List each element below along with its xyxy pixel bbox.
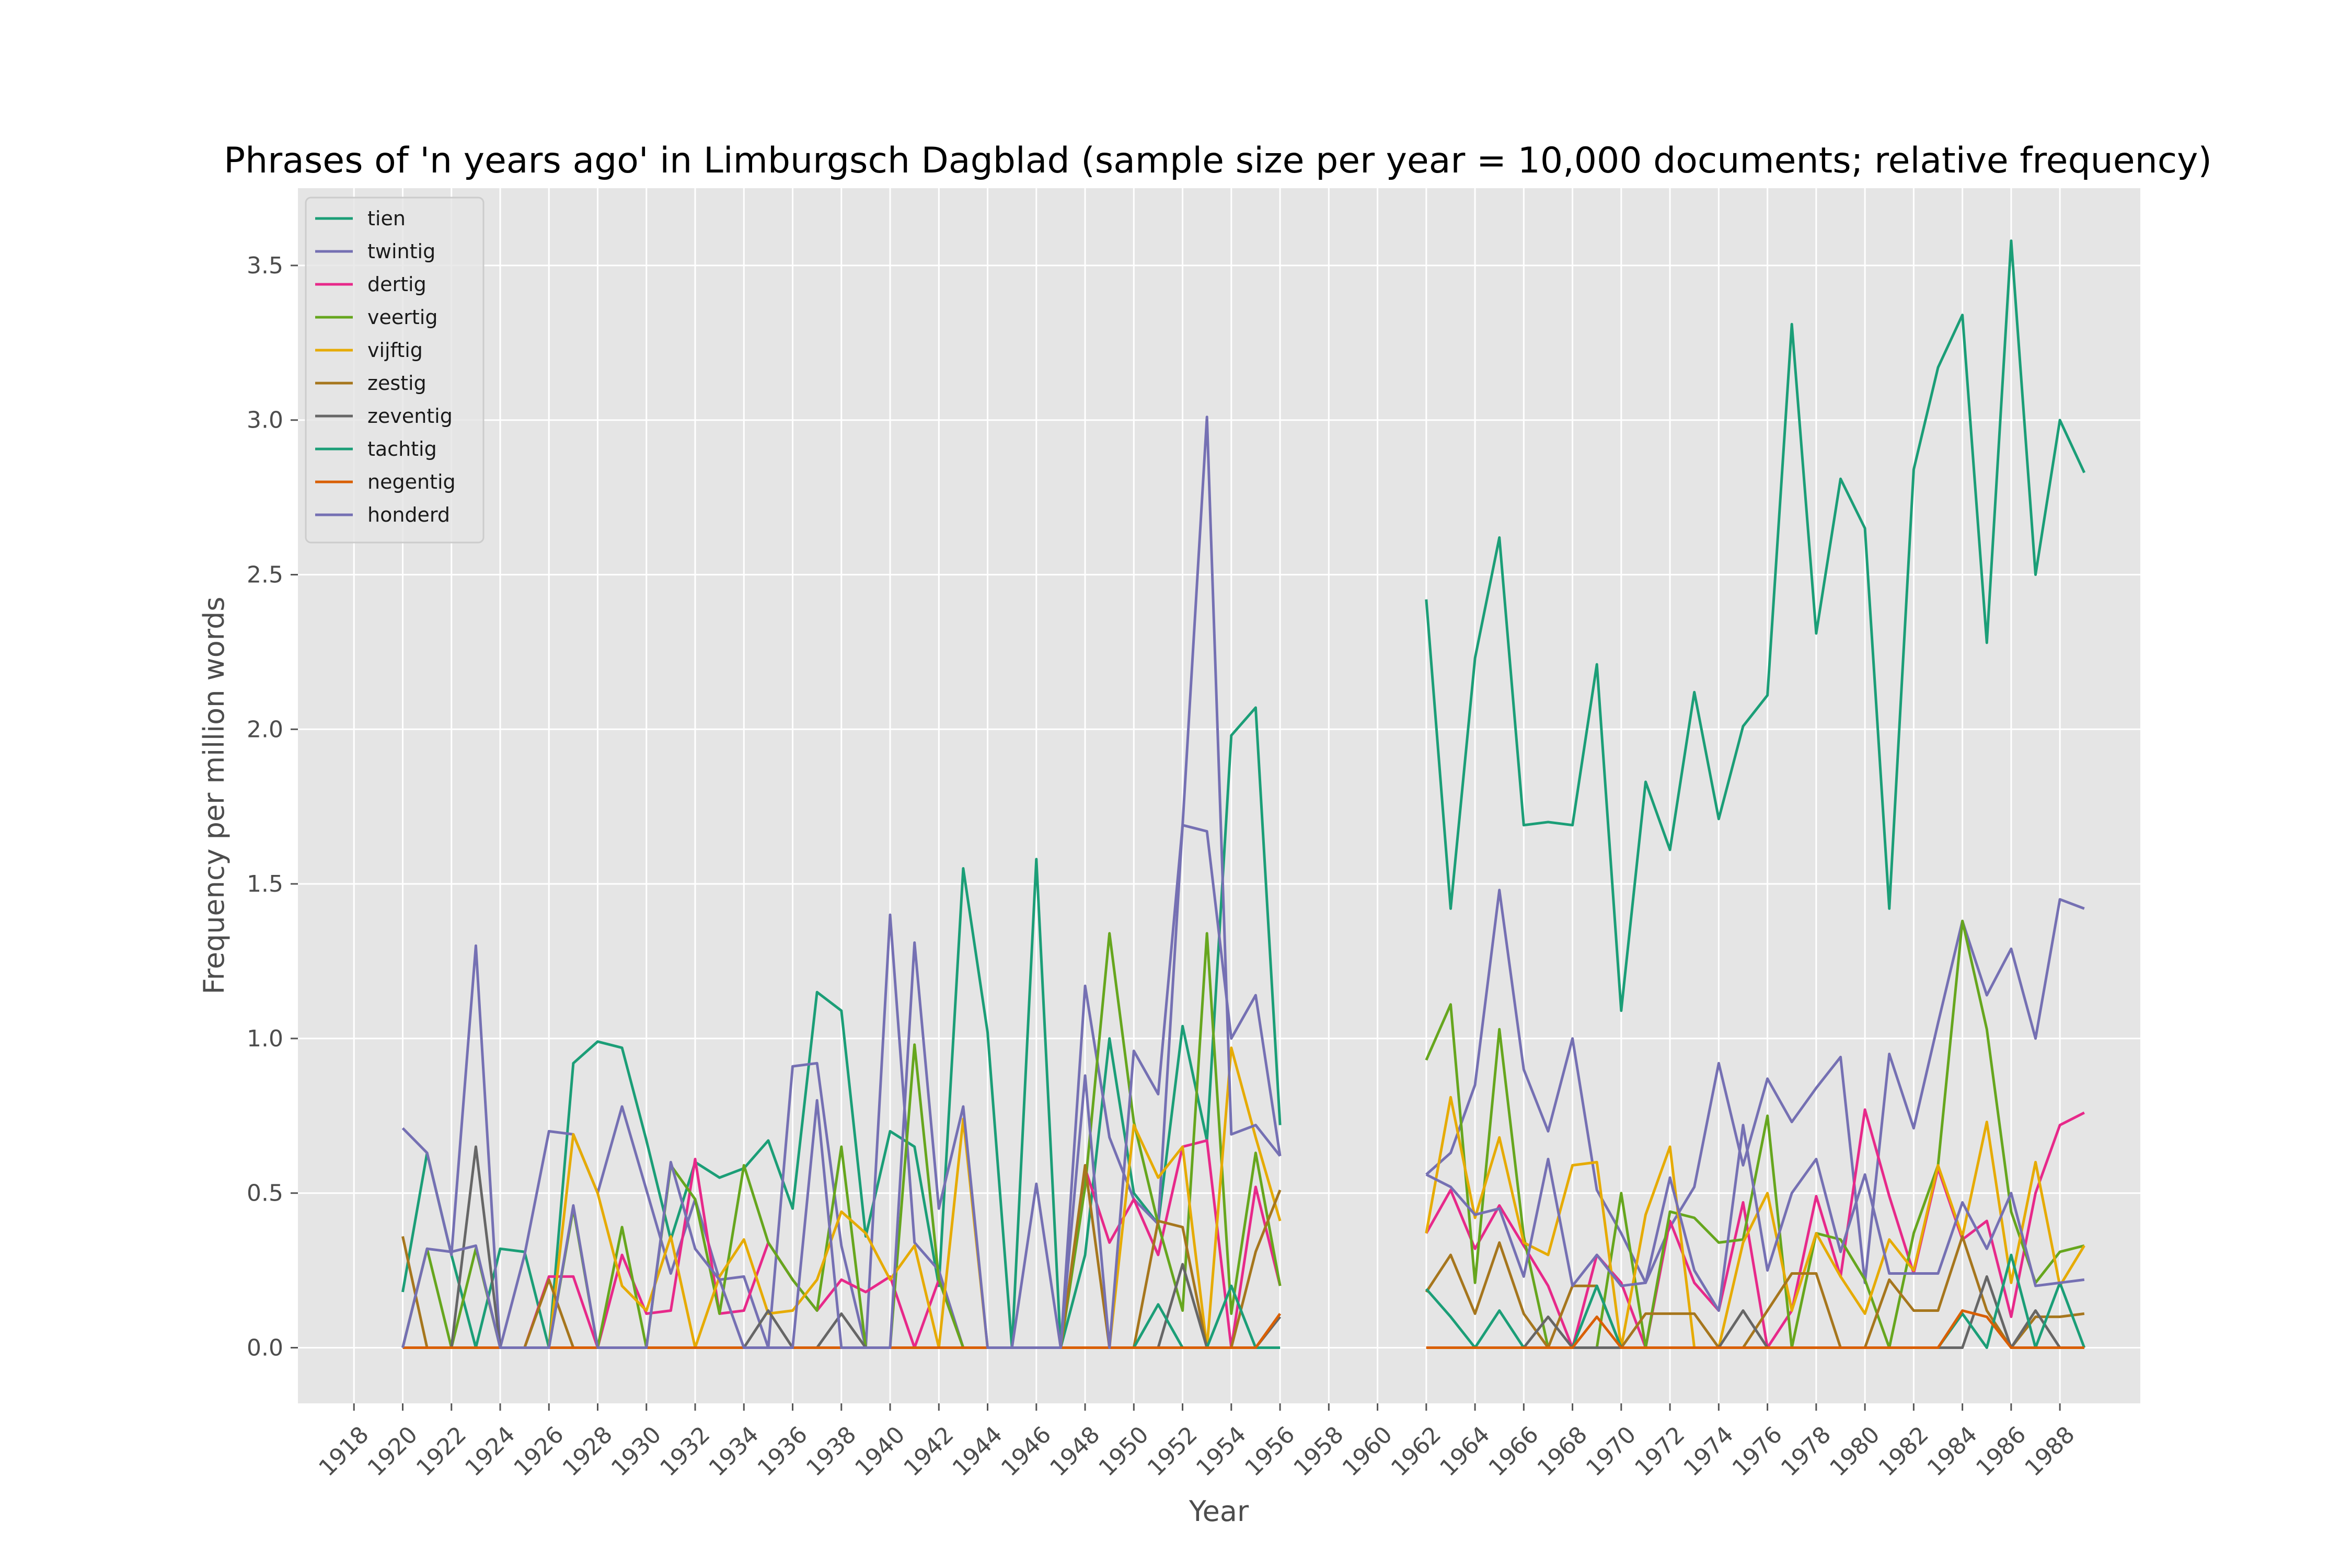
y-tick-label: 0.0	[247, 1335, 283, 1362]
legend-label-honderd: honderd	[367, 503, 450, 526]
legend-label-twintig: twintig	[367, 240, 435, 263]
y-tick-label: 2.0	[247, 716, 283, 743]
legend-label-zeventig: zeventig	[367, 405, 453, 428]
y-tick-label: 0.5	[247, 1180, 283, 1207]
legend-label-vijftig: vijftig	[367, 339, 423, 362]
legend-label-negentig: negentig	[367, 470, 456, 493]
legend: tien twintig dertig veertig vijftig zestig zev…	[305, 197, 485, 544]
series-line-honderd	[401, 416, 2085, 1349]
x-axis-label: Year	[1189, 1495, 1249, 1528]
legend-label-tachtig: tachtig	[367, 437, 437, 460]
y-tick-label: 2.5	[247, 562, 283, 589]
y-tick-label: 3.5	[247, 252, 283, 279]
series-line-dertig	[402, 1108, 2085, 1349]
y-tick-label: 1.5	[247, 871, 283, 897]
series-layer	[401, 239, 2086, 1349]
y-axis-ticks: 0.0 0.5 1.0 1.5 2.0 2.5 3.0 3.5	[247, 252, 298, 1362]
y-axis-label: Frequency per million words	[198, 597, 230, 995]
legend-label-dertig: dertig	[367, 273, 426, 296]
legend-label-zestig: zestig	[367, 372, 426, 395]
y-tick-label: 1.0	[247, 1025, 283, 1052]
legend-label-tien: tien	[367, 207, 406, 230]
y-tick-label: 3.0	[247, 407, 283, 434]
chart-title: Phrases of 'n years ago' in Limburgsch D…	[224, 140, 2212, 181]
legend-label-veertig: veertig	[367, 306, 437, 329]
